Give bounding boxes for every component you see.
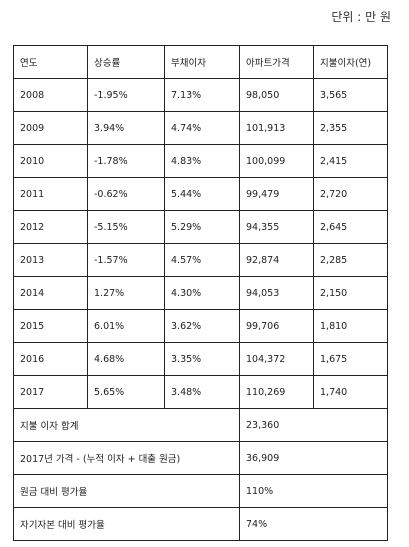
summary-row: 2017년 가격 - (누적 이자 + 대출 원금) 36,909 (13, 441, 388, 475)
summary-value: 74% (239, 507, 388, 541)
table-row: 2013 -1.57% 4.57% 92,874 2,285 (13, 243, 388, 277)
year-cell: 2012 (13, 210, 88, 244)
table-body: 연도 상승률 부채이자 아파트가격 지불이자(연) 2008 -1.95% 7.13… (13, 45, 388, 541)
debt-interest-cell: 4.83% (164, 144, 240, 178)
summary-label: 원금 대비 평가율 (13, 474, 240, 508)
summary-row: 자기자본 대비 평가율 74% (13, 507, 388, 541)
debt-interest-cell: 4.57% (164, 243, 240, 277)
interest-paid-cell: 2,285 (313, 243, 388, 277)
interest-paid-cell: 2,150 (313, 276, 388, 310)
year-cell: 2013 (13, 243, 88, 277)
rise-rate-cell: -1.95% (87, 78, 165, 112)
interest-paid-cell: 1,810 (313, 309, 388, 343)
table-row: 2009 3.94% 4.74% 101,913 2,355 (13, 111, 388, 145)
table-row: 2015 6.01% 3.62% 99,706 1,810 (13, 309, 388, 343)
data-table: 연도 상승률 부채이자 아파트가격 지불이자(연) 2008 -1.95% 7.13… (13, 45, 388, 541)
rise-rate-cell: 6.01% (87, 309, 165, 343)
rise-rate-cell: 3.94% (87, 111, 165, 145)
apartment-price-cell: 110,269 (239, 375, 314, 409)
apartment-price-cell: 94,053 (239, 276, 314, 310)
summary-value: 23,360 (239, 408, 388, 442)
summary-label: 지불 이자 합계 (13, 408, 240, 442)
year-cell: 2017 (13, 375, 88, 409)
year-cell: 2016 (13, 342, 88, 376)
debt-interest-cell: 3.62% (164, 309, 240, 343)
debt-interest-cell: 3.48% (164, 375, 240, 409)
unit-label: 단위 : 만 원 (331, 10, 391, 24)
debt-interest-cell: 7.13% (164, 78, 240, 112)
interest-paid-cell: 1,740 (313, 375, 388, 409)
summary-row: 지불 이자 합계 23,360 (13, 408, 388, 442)
summary-value: 110% (239, 474, 388, 508)
table-row: 2010 -1.78% 4.83% 100,099 2,415 (13, 144, 388, 178)
apartment-price-cell: 99,479 (239, 177, 314, 211)
debt-interest-cell: 5.29% (164, 210, 240, 244)
table-row: 2017 5.65% 3.48% 110,269 1,740 (13, 375, 388, 409)
year-cell: 2015 (13, 309, 88, 343)
apartment-price-cell: 101,913 (239, 111, 314, 145)
rise-rate-cell: -0.62% (87, 177, 165, 211)
interest-paid-cell: 2,415 (313, 144, 388, 178)
year-cell: 2008 (13, 78, 88, 112)
header-row: 연도 상승률 부채이자 아파트가격 지불이자(연) (13, 45, 388, 79)
table-row: 2012 -5.15% 5.29% 94,355 2,645 (13, 210, 388, 244)
interest-paid-cell: 2,645 (313, 210, 388, 244)
apartment-price-cell: 98,050 (239, 78, 314, 112)
header-cell-apartment-price: 아파트가격 (239, 45, 314, 79)
header-cell-interest-paid: 지불이자(연) (313, 45, 388, 79)
table-row: 2011 -0.62% 5.44% 99,479 2,720 (13, 177, 388, 211)
rise-rate-cell: -1.78% (87, 144, 165, 178)
rise-rate-cell: 4.68% (87, 342, 165, 376)
debt-interest-cell: 4.30% (164, 276, 240, 310)
table-row: 2008 -1.95% 7.13% 98,050 3,565 (13, 78, 388, 112)
summary-label: 자기자본 대비 평가율 (13, 507, 240, 541)
debt-interest-cell: 4.74% (164, 111, 240, 145)
apartment-price-cell: 92,874 (239, 243, 314, 277)
header-cell-rise-rate: 상승률 (87, 45, 165, 79)
summary-value: 36,909 (239, 441, 388, 475)
debt-interest-cell: 5.44% (164, 177, 240, 211)
table-row: 2016 4.68% 3.35% 104,372 1,675 (13, 342, 388, 376)
header-cell-debt-interest: 부채이자 (164, 45, 240, 79)
rise-rate-cell: 5.65% (87, 375, 165, 409)
rise-rate-cell: -5.15% (87, 210, 165, 244)
rise-rate-cell: -1.57% (87, 243, 165, 277)
apartment-price-cell: 100,099 (239, 144, 314, 178)
summary-label: 2017년 가격 - (누적 이자 + 대출 원금) (13, 441, 240, 475)
interest-paid-cell: 2,720 (313, 177, 388, 211)
apartment-price-cell: 104,372 (239, 342, 314, 376)
interest-paid-cell: 3,565 (313, 78, 388, 112)
table-row: 2014 1.27% 4.30% 94,053 2,150 (13, 276, 388, 310)
apartment-price-cell: 94,355 (239, 210, 314, 244)
year-cell: 2009 (13, 111, 88, 145)
debt-interest-cell: 3.35% (164, 342, 240, 376)
rise-rate-cell: 1.27% (87, 276, 165, 310)
interest-paid-cell: 2,355 (313, 111, 388, 145)
year-cell: 2010 (13, 144, 88, 178)
summary-row: 원금 대비 평가율 110% (13, 474, 388, 508)
interest-paid-cell: 1,675 (313, 342, 388, 376)
apartment-price-cell: 99,706 (239, 309, 314, 343)
year-cell: 2014 (13, 276, 88, 310)
header-cell-year: 연도 (13, 45, 88, 79)
year-cell: 2011 (13, 177, 88, 211)
